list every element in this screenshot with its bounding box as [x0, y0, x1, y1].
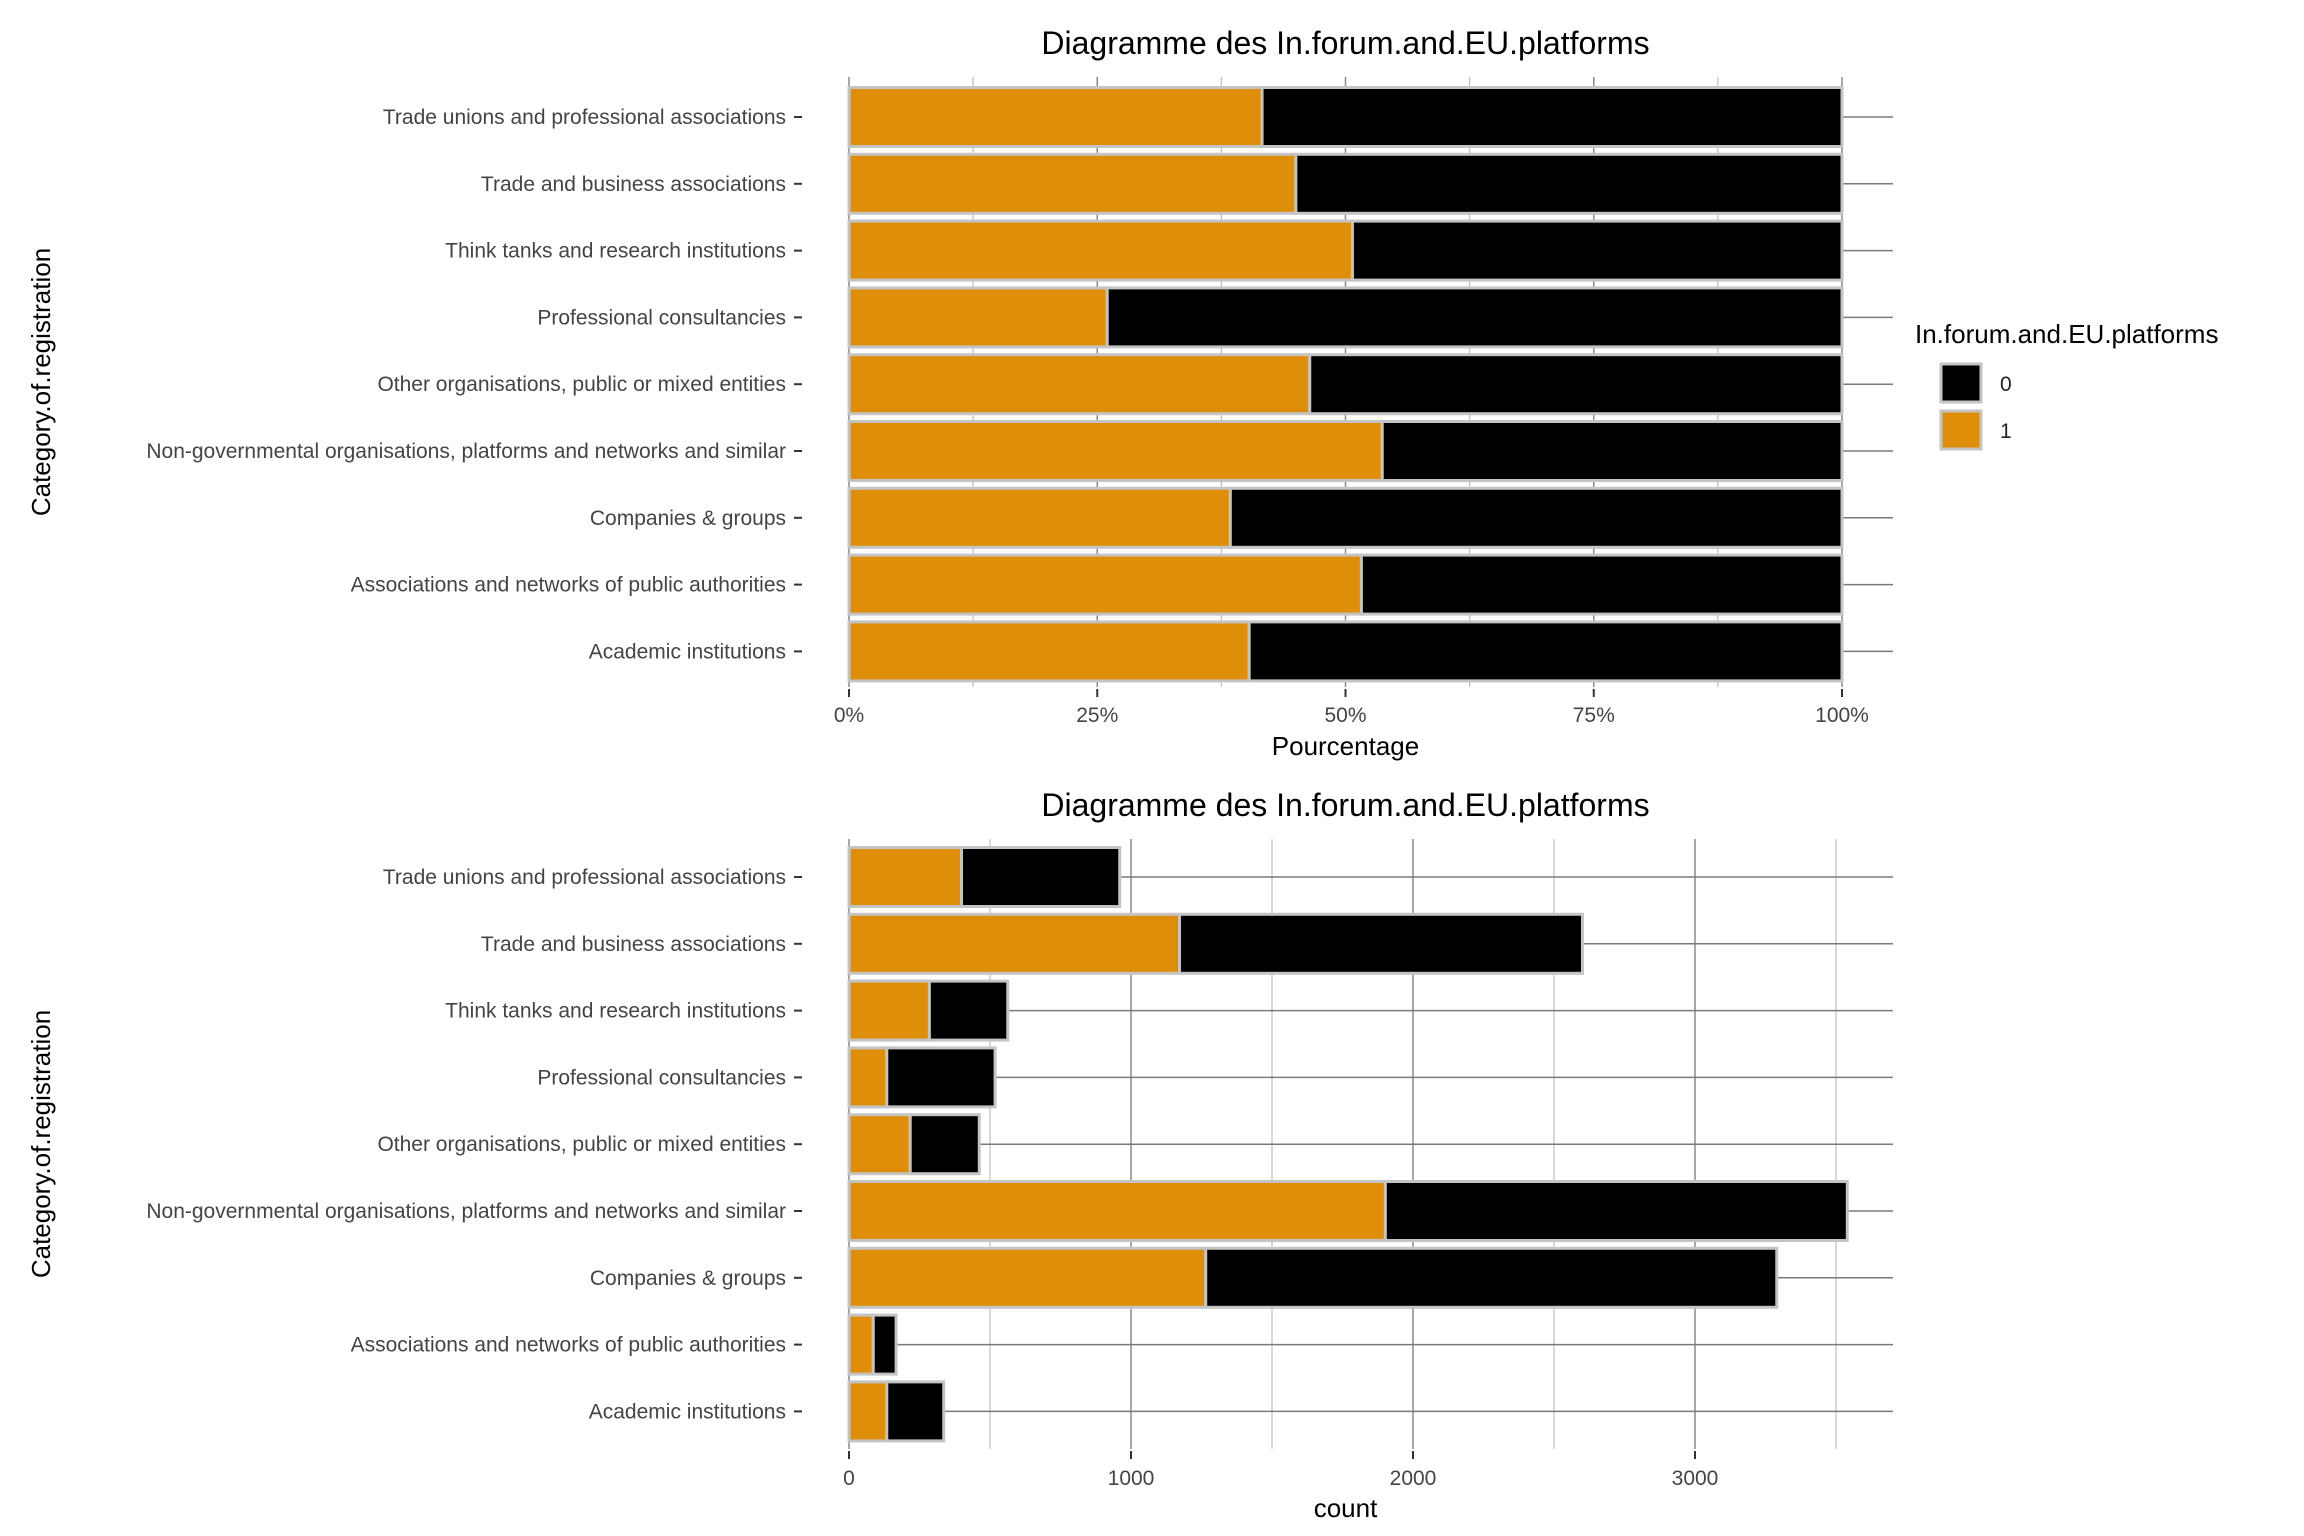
- count-chart: Trade unions and professional associatio…: [26, 787, 1893, 1523]
- bar-segment-0: [1228, 486, 1844, 549]
- x-tick-label: 100%: [1815, 704, 1869, 727]
- bar-segment-0: [885, 1380, 946, 1443]
- chart-title: Diagramme des In.forum.and.EU.platforms: [1041, 25, 1649, 61]
- bar-segment-1: [847, 553, 1363, 616]
- x-tick-label: 3000: [1672, 1467, 1719, 1490]
- y-tick-label: Associations and networks of public auth…: [351, 1334, 786, 1357]
- bar-segment-1: [847, 1046, 889, 1109]
- y-tick-label: Other organisations, public or mixed ent…: [377, 1133, 786, 1156]
- bar-segment-1: [847, 846, 964, 908]
- y-tick-label: Trade and business associations: [481, 173, 786, 196]
- bar-segment-0: [871, 1313, 898, 1376]
- bar-segment-0: [1380, 420, 1844, 482]
- bar-segment-1: [847, 420, 1384, 482]
- bar-segment-0: [1247, 620, 1844, 683]
- y-tick-label: Other organisations, public or mixed ent…: [377, 373, 786, 396]
- bar-segment-1: [847, 1180, 1387, 1242]
- bar-segment-0: [1350, 219, 1844, 282]
- y-tick-label: Companies & groups: [590, 507, 786, 530]
- bar-segment-1: [847, 286, 1109, 349]
- chart-title: Diagramme des In.forum.and.EU.platforms: [1041, 787, 1649, 823]
- y-axis-title: Category.of.registration: [26, 1010, 56, 1278]
- legend-key-0: [1939, 362, 1983, 404]
- x-axis-title: Pourcentage: [1272, 731, 1419, 761]
- bar-segment-1: [847, 219, 1354, 282]
- y-tick-label: Companies & groups: [590, 1267, 786, 1290]
- y-tick-label: Professional consultancies: [537, 306, 786, 329]
- bar-segment-0: [1260, 86, 1844, 148]
- x-tick-label: 0%: [834, 704, 864, 727]
- x-tick-label: 0: [843, 1467, 855, 1490]
- x-tick-label: 2000: [1390, 1467, 1437, 1490]
- bar-segment-1: [847, 620, 1251, 683]
- bar-segment-1: [847, 1380, 889, 1443]
- y-tick-label: Trade unions and professional associatio…: [383, 106, 786, 129]
- bar-segment-1: [847, 152, 1298, 215]
- x-axis-title: count: [1314, 1493, 1378, 1523]
- bar-segment-1: [847, 353, 1312, 416]
- y-tick-label: Non-governmental organisations, platform…: [146, 440, 786, 463]
- bar-segment-0: [1308, 353, 1844, 416]
- x-tick-label: 1000: [1108, 1467, 1155, 1490]
- bar-segment-1: [847, 486, 1232, 549]
- bar-segment-0: [1105, 286, 1844, 349]
- y-tick-label: Associations and networks of public auth…: [351, 574, 786, 597]
- y-axis-title: Category.of.registration: [26, 248, 56, 516]
- bar-segment-0: [1359, 553, 1844, 616]
- y-tick-label: Academic institutions: [589, 1400, 786, 1423]
- legend-key-1: [1939, 409, 1983, 451]
- bar-segment-1: [847, 1313, 875, 1376]
- y-tick-label: Think tanks and research institutions: [445, 1000, 786, 1023]
- legend-title: In.forum.and.EU.platforms: [1915, 319, 2218, 349]
- legend-label: 0: [2000, 373, 2012, 396]
- x-tick-label: 25%: [1076, 704, 1118, 727]
- bar-segment-0: [1204, 1246, 1779, 1309]
- legend-label: 1: [2000, 420, 2012, 443]
- y-tick-label: Think tanks and research institutions: [445, 240, 786, 263]
- bar-segment-0: [960, 846, 1122, 908]
- percent-chart: Trade unions and professional associatio…: [26, 25, 1893, 761]
- y-tick-label: Professional consultancies: [537, 1066, 786, 1089]
- bar-segment-1: [847, 1246, 1208, 1309]
- y-tick-label: Trade and business associations: [481, 933, 786, 956]
- y-tick-label: Non-governmental organisations, platform…: [146, 1200, 786, 1223]
- bar-segment-0: [1294, 152, 1844, 215]
- bar-segment-0: [1178, 912, 1584, 975]
- bar-segment-1: [847, 86, 1264, 148]
- x-tick-label: 75%: [1573, 704, 1615, 727]
- bar-segment-1: [847, 912, 1182, 975]
- bar-segment-0: [885, 1046, 997, 1109]
- y-tick-label: Academic institutions: [589, 640, 786, 663]
- bar-segment-1: [847, 979, 931, 1042]
- bar-segment-0: [1383, 1180, 1849, 1242]
- bar-segment-0: [908, 1113, 981, 1176]
- legend: In.forum.and.EU.platforms 0 1: [1915, 319, 2218, 451]
- y-tick-label: Trade unions and professional associatio…: [383, 866, 786, 889]
- bar-segment-0: [927, 979, 1010, 1042]
- bar-segment-1: [847, 1113, 912, 1176]
- x-tick-label: 50%: [1324, 704, 1366, 727]
